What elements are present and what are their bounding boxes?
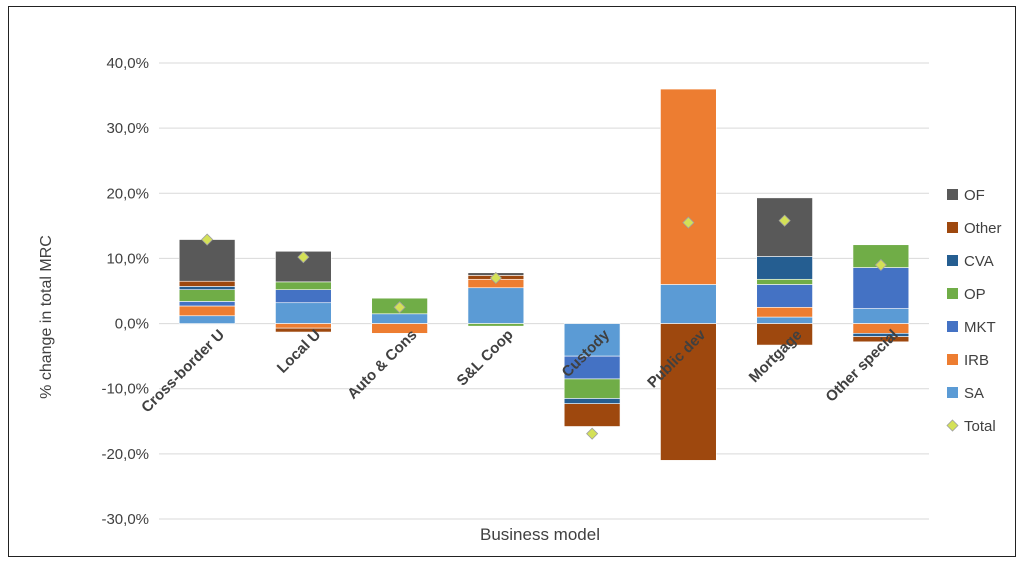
bar-segment-other xyxy=(756,323,813,346)
x-axis-ticks: Cross-border U Local U Auto & Cons S&L Coop… xyxy=(138,326,902,416)
bar-segment-cva xyxy=(178,286,236,290)
bar-segment-irb xyxy=(371,323,428,334)
legend-label: IRB xyxy=(964,352,989,369)
bar-segment-other xyxy=(660,323,717,461)
bar-segment-other xyxy=(563,403,621,427)
total-marker xyxy=(586,427,599,440)
y-tick-label: -30,0% xyxy=(101,511,149,528)
y-tick-label: 40,0% xyxy=(106,55,149,72)
y-tick-label: 30,0% xyxy=(106,120,149,137)
bar-segment-irb xyxy=(660,88,717,285)
x-axis-label: Business model xyxy=(480,525,600,544)
stacked-bar-chart: -30,0% -20,0% -10,0% 0,0% 10,0% 20,0% 30,0% 40,… xyxy=(38,55,1002,544)
legend-swatch xyxy=(947,222,958,233)
legend-swatch xyxy=(947,255,958,266)
bar-segment-sa xyxy=(660,284,717,324)
bars xyxy=(178,88,910,461)
x-tick-label: Cross-border U xyxy=(138,326,228,416)
bar-segment-irb xyxy=(756,306,813,318)
legend-label: SA xyxy=(964,385,984,402)
bar-segment-other xyxy=(178,280,236,287)
legend-swatch xyxy=(947,189,958,200)
legend-swatch xyxy=(947,288,958,299)
total-marker xyxy=(682,216,695,229)
bar-segment-other xyxy=(852,336,910,343)
chart-frame: -30,0% -20,0% -10,0% 0,0% 10,0% 20,0% 30,0% 40,… xyxy=(8,6,1016,557)
bar-segment-cva xyxy=(563,398,621,404)
legend-swatch xyxy=(947,354,958,365)
bar-segment-other xyxy=(275,327,332,333)
y-tick-label: 0,0% xyxy=(115,316,149,333)
total-marker xyxy=(297,251,310,264)
bar-segment-mkt xyxy=(275,289,332,304)
y-tick-label: 10,0% xyxy=(106,250,149,267)
bar-segment-of xyxy=(178,239,236,282)
x-tick-label: Auto & Cons xyxy=(344,326,420,402)
bar-segment-mkt xyxy=(756,284,813,308)
bar-segment-of xyxy=(756,197,813,257)
bar-segment-op xyxy=(563,378,621,399)
y-tick-label: 20,0% xyxy=(106,185,149,202)
legend-label: OP xyxy=(964,286,986,303)
bar-segment-sa xyxy=(852,308,910,324)
legend-swatch xyxy=(947,321,958,332)
legend-label: MKT xyxy=(964,319,996,336)
bar-segment-sa xyxy=(275,302,332,324)
bar-segment-op xyxy=(275,281,332,290)
total-markers xyxy=(201,214,887,440)
bar-segment-sa xyxy=(467,287,525,324)
bar-segment-irb xyxy=(178,305,236,317)
legend-swatch xyxy=(946,419,959,432)
legend-swatch xyxy=(947,387,958,398)
bar-segment-cva xyxy=(756,256,813,280)
total-marker xyxy=(393,301,406,314)
bar-segment-mkt xyxy=(852,267,910,309)
y-axis-label: % change in total MRC xyxy=(38,235,55,399)
legend-label: OF xyxy=(964,187,985,204)
legend-label: Other xyxy=(964,220,1002,237)
bar-segment-mkt xyxy=(178,301,236,307)
y-tick-label: -20,0% xyxy=(101,446,149,463)
x-tick-label: Local U xyxy=(274,326,324,376)
bar-segment-op xyxy=(756,278,813,285)
total-marker xyxy=(201,233,214,246)
bar-segment-op xyxy=(467,323,525,327)
bar-segment-sa xyxy=(756,316,813,324)
x-tick-label: S&L Coop xyxy=(454,326,517,389)
gridlines xyxy=(159,62,929,520)
bar-segment-sa xyxy=(178,315,236,324)
y-axis-ticks: -30,0% -20,0% -10,0% 0,0% 10,0% 20,0% 30,0% 40,… xyxy=(101,55,149,528)
legend-label: CVA xyxy=(964,253,994,270)
bar-segment-op xyxy=(178,289,236,302)
legend: OF Other CVA OP MKT IRB SA Total xyxy=(946,187,1002,435)
total-marker xyxy=(874,258,887,272)
bar-segment-sa xyxy=(371,313,428,324)
total-marker xyxy=(489,271,502,285)
bar-segment-irb xyxy=(275,323,332,329)
legend-label: Total xyxy=(964,418,996,435)
total-marker xyxy=(778,214,791,227)
bar-segment-irb xyxy=(852,323,910,334)
y-tick-label: -10,0% xyxy=(101,381,149,398)
